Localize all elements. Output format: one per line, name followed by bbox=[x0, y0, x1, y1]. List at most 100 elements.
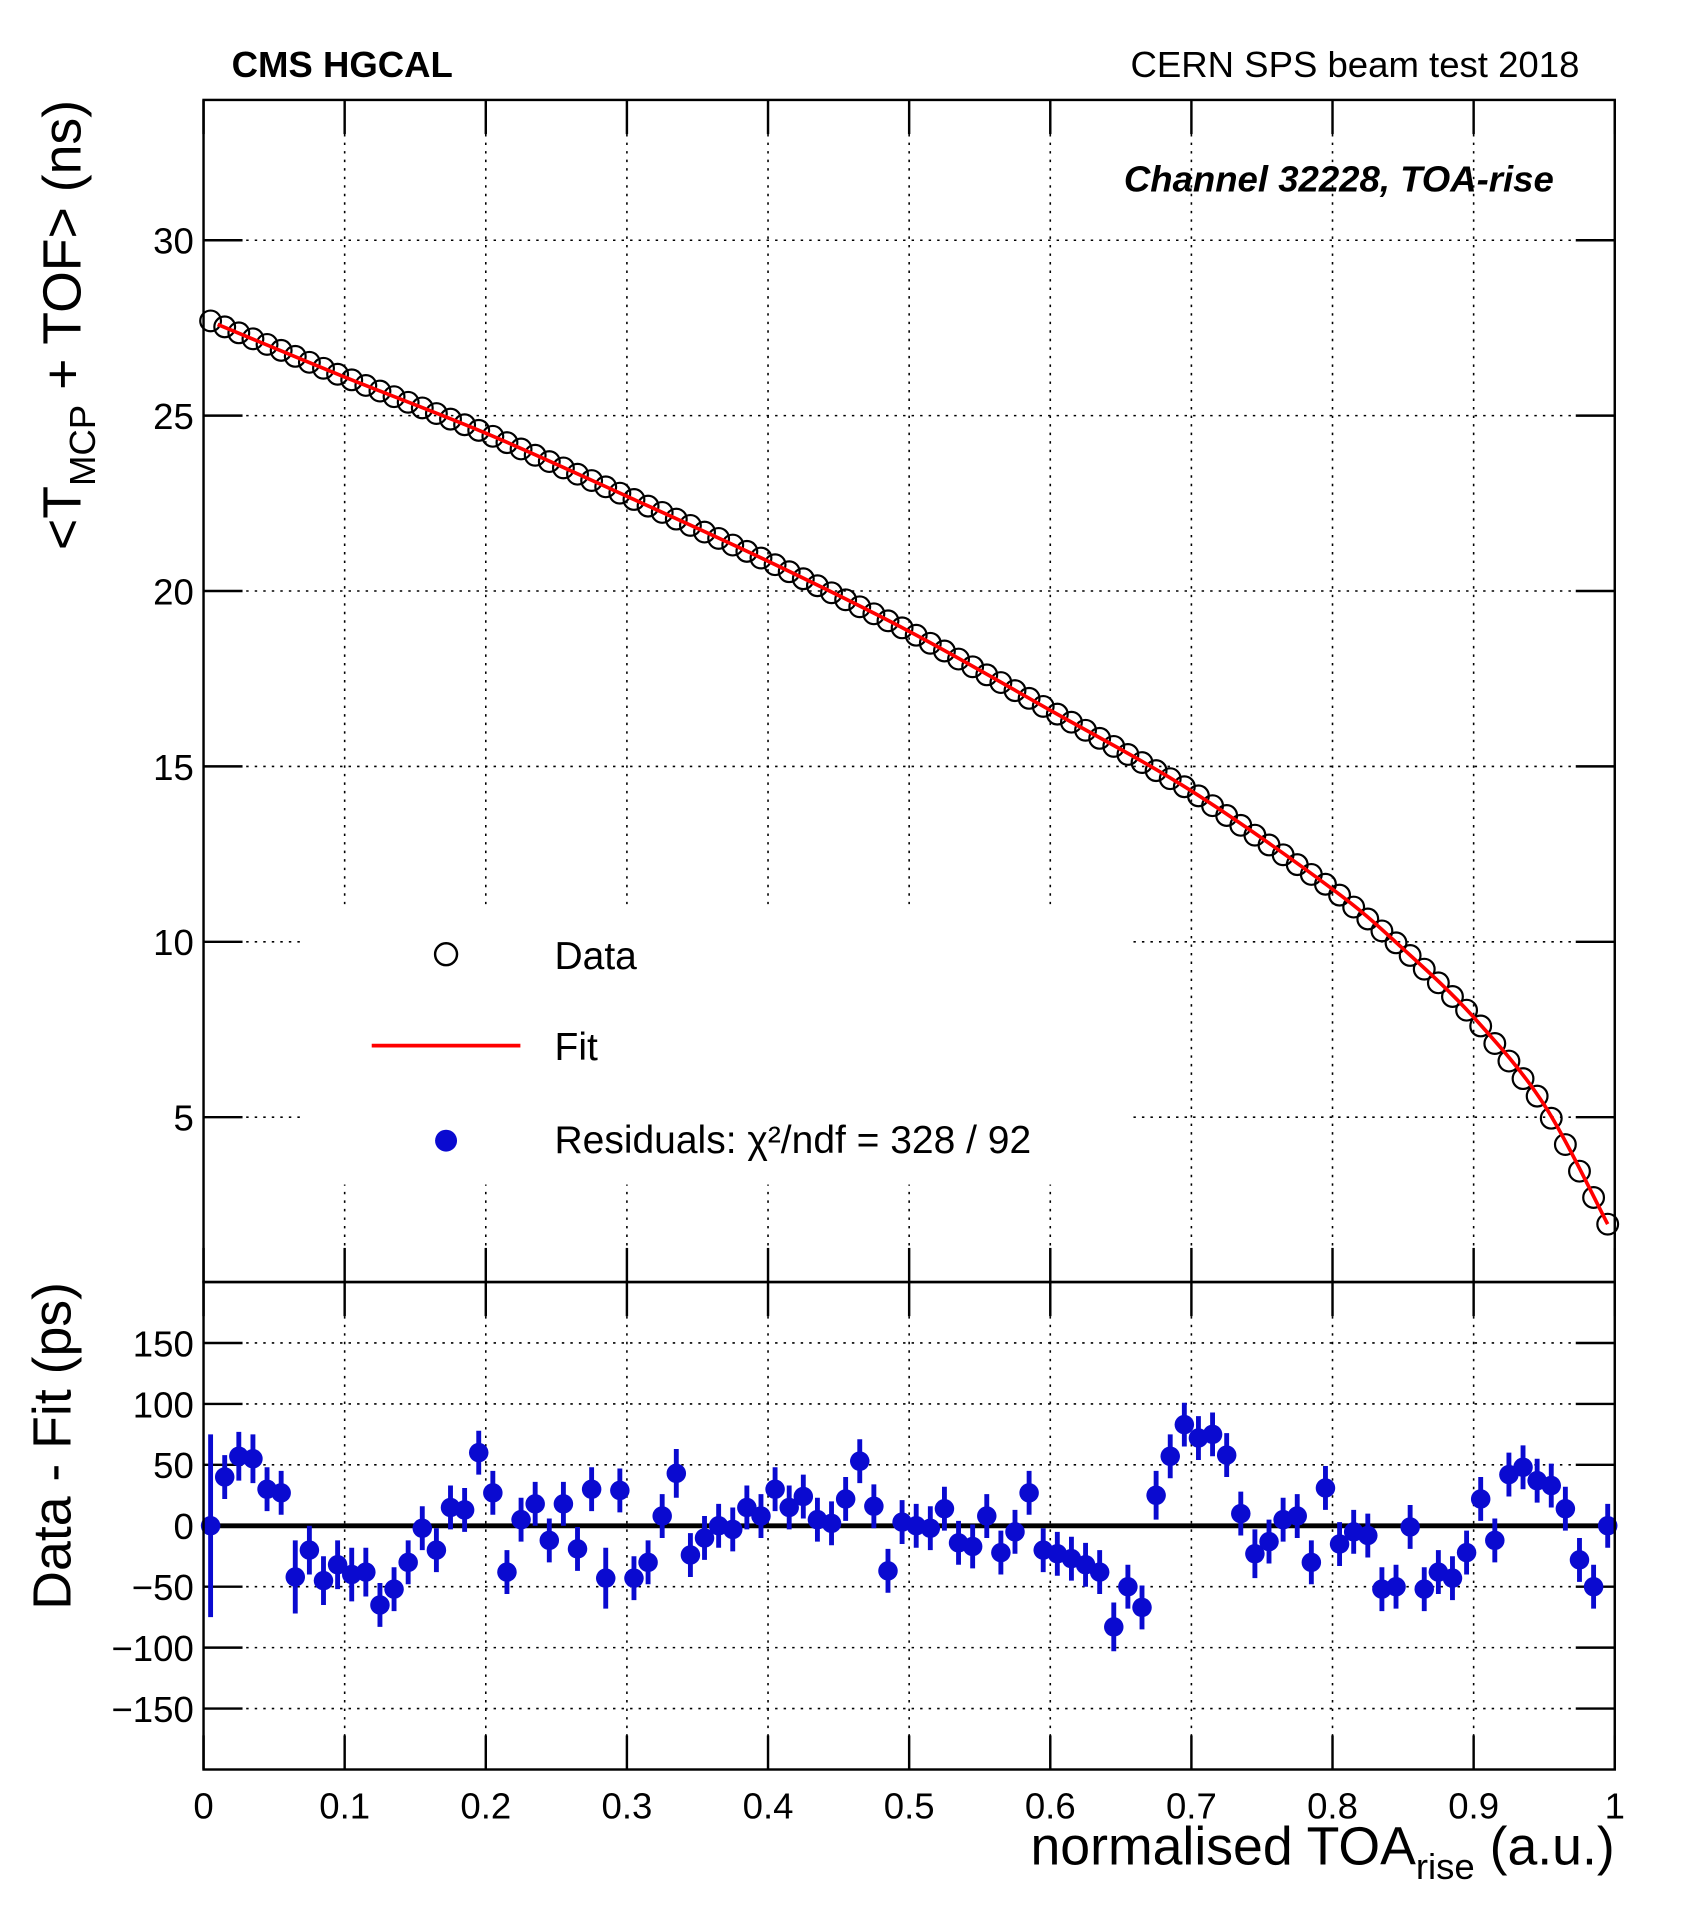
residual-point bbox=[962, 1536, 983, 1557]
residual-point bbox=[581, 1479, 602, 1499]
y2-axis-title: Data - Fit (ps) bbox=[23, 1282, 83, 1610]
data-point bbox=[1116, 743, 1140, 766]
residual-point bbox=[370, 1595, 390, 1615]
residual-point bbox=[1541, 1475, 1562, 1496]
y-axis-title: <TMCP + TOF> (ns) bbox=[32, 100, 103, 550]
residual-point bbox=[398, 1552, 418, 1573]
data-point bbox=[1102, 734, 1126, 758]
data-point bbox=[382, 385, 406, 409]
x-axis-title-part: normalised TOA bbox=[1030, 1817, 1416, 1877]
data-point bbox=[1568, 1159, 1591, 1183]
data-point bbox=[763, 553, 787, 577]
residual-point bbox=[1301, 1552, 1322, 1573]
residual-point bbox=[864, 1496, 884, 1517]
data-point bbox=[283, 344, 307, 368]
data-point bbox=[213, 315, 237, 339]
residual-point bbox=[1583, 1576, 1604, 1597]
data-point bbox=[566, 462, 589, 486]
data-point bbox=[396, 390, 420, 414]
data-point bbox=[890, 616, 914, 640]
residual-point bbox=[553, 1494, 574, 1514]
residual-point bbox=[525, 1494, 545, 1514]
data-point bbox=[749, 546, 773, 570]
data-point bbox=[340, 368, 364, 392]
x-tick-label: 1 bbox=[1605, 1785, 1625, 1826]
data-point bbox=[523, 443, 547, 467]
data-point bbox=[1426, 971, 1450, 995]
residual-point bbox=[595, 1568, 616, 1588]
residual-point bbox=[1470, 1489, 1491, 1509]
data-point bbox=[918, 631, 942, 655]
data-point bbox=[580, 469, 604, 492]
residual-point bbox=[765, 1479, 785, 1499]
annotation: Channel 32228, TOA-rise bbox=[1124, 158, 1554, 199]
residual-point bbox=[1555, 1498, 1576, 1519]
data-point bbox=[1328, 883, 1352, 907]
data-point bbox=[439, 407, 462, 431]
y-tick-label: 50 bbox=[153, 1445, 194, 1486]
data-point bbox=[777, 560, 801, 584]
y-tick-label: 100 bbox=[133, 1384, 194, 1425]
data-point bbox=[834, 588, 858, 612]
residual-point bbox=[610, 1480, 630, 1501]
y-tick-label: 15 bbox=[153, 747, 194, 788]
data-point bbox=[1130, 751, 1154, 774]
residual-point bbox=[1104, 1617, 1124, 1637]
residual-point bbox=[1414, 1579, 1434, 1599]
residual-point bbox=[638, 1552, 658, 1573]
data-point bbox=[199, 309, 223, 333]
data-point bbox=[495, 431, 519, 455]
residual-point bbox=[214, 1467, 235, 1487]
data-point bbox=[650, 500, 674, 524]
residual-point bbox=[200, 1516, 221, 1536]
residual-point bbox=[1231, 1503, 1251, 1524]
data-point bbox=[537, 450, 561, 474]
legend-label: Fit bbox=[555, 1026, 598, 1069]
x-tick-label: 0.9 bbox=[1448, 1785, 1499, 1826]
fit-line bbox=[216, 322, 1610, 1226]
data-point bbox=[1031, 694, 1055, 718]
data-point bbox=[1045, 702, 1069, 726]
data-point bbox=[820, 581, 843, 605]
data-point bbox=[1539, 1106, 1563, 1130]
data-point bbox=[678, 513, 702, 537]
data-point bbox=[989, 671, 1013, 695]
residual-point bbox=[1569, 1550, 1590, 1570]
residual-point bbox=[920, 1518, 941, 1538]
data-point bbox=[312, 356, 335, 380]
residual-point bbox=[723, 1519, 743, 1540]
data-point bbox=[326, 362, 350, 386]
data-point bbox=[1412, 957, 1436, 981]
data-point bbox=[791, 567, 815, 591]
residual-point bbox=[384, 1579, 404, 1599]
data-point bbox=[862, 602, 886, 626]
data-point bbox=[1497, 1049, 1521, 1073]
residual-point bbox=[483, 1483, 503, 1503]
residual-point bbox=[934, 1498, 955, 1519]
y-tick-label: 150 bbox=[133, 1323, 194, 1364]
residual-point bbox=[1132, 1597, 1152, 1618]
x-tick-label: 0.8 bbox=[1307, 1785, 1358, 1826]
data-point bbox=[1582, 1186, 1606, 1209]
data-point bbox=[227, 321, 251, 345]
residual-point bbox=[1287, 1506, 1307, 1526]
y-tick-label: 0 bbox=[173, 1506, 193, 1547]
data-point bbox=[1370, 919, 1394, 943]
residual-point bbox=[1118, 1576, 1138, 1597]
residual-point bbox=[299, 1540, 320, 1560]
data-point bbox=[1553, 1133, 1577, 1156]
residual-point bbox=[1245, 1544, 1265, 1564]
data-point bbox=[1511, 1067, 1535, 1091]
residual-point bbox=[327, 1555, 348, 1575]
residual-point bbox=[652, 1506, 672, 1526]
legend-marker bbox=[433, 942, 459, 967]
data-point bbox=[1455, 998, 1479, 1022]
x-tick-label: 0.4 bbox=[743, 1785, 794, 1826]
residual-point bbox=[271, 1483, 291, 1503]
data-point bbox=[354, 374, 378, 397]
data-point bbox=[975, 663, 999, 687]
x-axis-title-part: (a.u.) bbox=[1475, 1817, 1615, 1877]
data-point bbox=[608, 481, 632, 505]
y-axis-title-part: <T bbox=[32, 486, 92, 550]
